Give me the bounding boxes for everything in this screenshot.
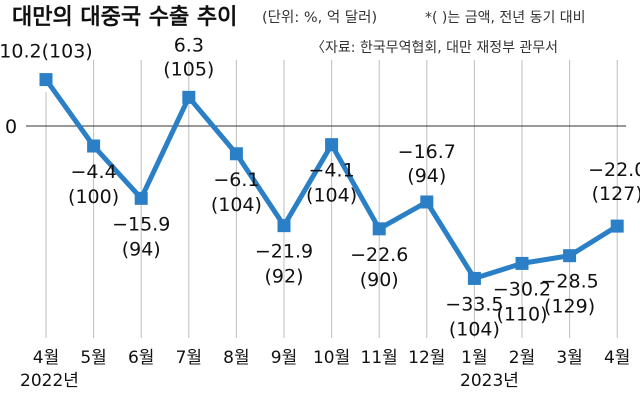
data-point — [563, 249, 577, 263]
x-tick-label: 3월 — [556, 348, 582, 368]
x-tick-label: 11월 — [361, 348, 398, 368]
value-label: −6.1 — [213, 169, 259, 191]
grid-lines — [45, 60, 618, 338]
amount-label: (100) — [68, 186, 119, 208]
x-tick-label: 9월 — [271, 348, 297, 368]
x-tick-label: 5월 — [80, 348, 106, 368]
data-point — [87, 139, 101, 153]
value-labels: 10.2(103) −4.4 (100) −15.9 (94) 6.3(105) −6.1 (… — [0, 34, 640, 340]
y-tick-label: 0 — [5, 116, 17, 138]
data-point — [277, 219, 291, 233]
value-label: 6.3 — [174, 34, 204, 56]
year-label-2023: 2023년 — [460, 371, 519, 391]
amount-label: (104) — [211, 194, 262, 216]
amount-label: (127) — [592, 183, 640, 205]
amount-label: (94) — [407, 165, 446, 187]
unit-note: (단위: %, 억 달러) — [262, 9, 377, 26]
value-label: −21.9 — [255, 241, 313, 263]
x-tick-label: 1월 — [461, 348, 487, 368]
data-point — [229, 147, 243, 161]
amount-label: (104) — [306, 185, 357, 207]
x-tick-label: 10월 — [313, 348, 350, 368]
data-point — [372, 222, 386, 236]
x-tick-label: 7월 — [176, 348, 202, 368]
x-tick-label: 12월 — [408, 348, 445, 368]
value-label: −28.5 — [540, 271, 598, 293]
value-label: 10.2(103) — [0, 41, 93, 63]
chart-title: 대만의 대중국 수출 추이 — [12, 5, 237, 30]
data-point — [467, 271, 481, 285]
value-label: −30.2 — [493, 278, 551, 300]
value-label: −4.1 — [309, 160, 355, 182]
year-label-2022: 2022년 — [20, 371, 79, 391]
amount-label: (104) — [449, 318, 500, 340]
x-tick-label: 4월 — [604, 348, 630, 368]
x-tick-label: 8월 — [223, 348, 249, 368]
value-label: −4.4 — [71, 161, 117, 183]
data-point — [420, 195, 434, 209]
data-markers — [39, 73, 624, 285]
data-point — [515, 256, 529, 270]
value-label: −15.9 — [112, 213, 170, 235]
legend-note: *( )는 금액, 전년 동기 대비 — [425, 10, 586, 26]
amount-label: (94) — [122, 238, 161, 260]
x-tick-label: 4월 — [33, 348, 59, 368]
data-point — [182, 90, 196, 104]
value-label: −16.7 — [398, 141, 456, 163]
amount-label: (90) — [360, 269, 399, 291]
x-tick-label: 2월 — [509, 348, 535, 368]
data-point — [325, 138, 339, 152]
amount-label: (110) — [496, 303, 547, 325]
value-label: −22.6 — [350, 244, 408, 266]
data-point — [39, 73, 53, 87]
source-note: 〈자료: 한국무역협회, 대만 재정부 관무서 — [311, 40, 558, 56]
amount-label: (129) — [544, 296, 595, 318]
data-point — [134, 191, 148, 205]
data-point — [610, 219, 624, 233]
value-label: −33.5 — [445, 293, 503, 315]
x-tick-label: 6월 — [128, 348, 154, 368]
amount-label: (105) — [163, 58, 214, 80]
x-axis-labels: 4월 5월 6월 7월 8월 9월 10월 11월 12월 1월 2월 3월 4월 — [33, 348, 631, 368]
amount-label: (92) — [264, 266, 303, 288]
value-label: −22.0 — [588, 159, 640, 181]
